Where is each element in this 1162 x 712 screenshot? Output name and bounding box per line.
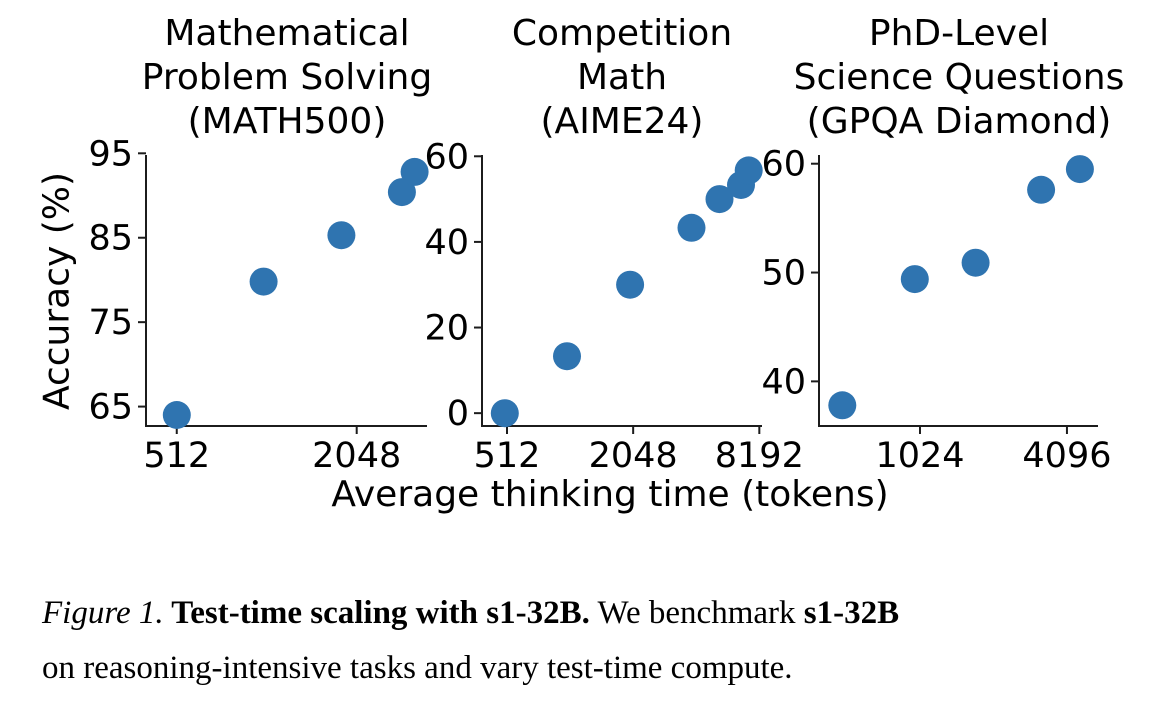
data-point — [734, 156, 763, 185]
data-point — [677, 213, 706, 242]
x-tick-label: 2048 — [589, 436, 678, 476]
data-point — [249, 267, 278, 296]
y-tick-label: 0 — [447, 394, 469, 434]
data-point — [1065, 155, 1094, 184]
scaling-charts-figure: Accuracy (%) Mathematical Problem Solvin… — [37, 13, 1125, 515]
data-point — [705, 185, 734, 214]
data-point — [162, 401, 191, 429]
scatter-plots-canvas: 65 75 85 95 512 2048 0 20 40 60 512 2048 8192 40 50 60 1… — [88, 134, 1111, 476]
y-tick-label: 60 — [424, 137, 469, 177]
data-point — [616, 270, 645, 299]
data-point — [961, 248, 990, 277]
caption-segment: Figure 1. — [42, 595, 164, 631]
y-tick-label: 95 — [88, 134, 133, 174]
data-point — [400, 157, 429, 186]
y-tick-label: 20 — [424, 309, 469, 349]
chart-title-math500: Mathematical Problem Solving (MATH500) — [141, 13, 433, 142]
data-point — [387, 178, 416, 207]
y-tick-label: 40 — [761, 362, 806, 402]
chart-title-gpqa: PhD-Level Science Questions (GPQA Diamon… — [793, 13, 1125, 142]
chart-title-aime24: Competition Math (AIME24) — [511, 13, 733, 142]
x-tick-label: 512 — [143, 436, 210, 476]
x-tick-label: 2048 — [312, 436, 401, 476]
caption-segment: Test-time scaling with s1-32B. — [163, 595, 590, 631]
data-point — [327, 221, 356, 250]
data-point — [828, 391, 857, 420]
data-point — [490, 399, 519, 428]
x-tick-label: 1024 — [875, 436, 964, 476]
figure-caption: Figure 1. Test-time scaling with s1-32B.… — [42, 586, 1152, 696]
caption-segment: on reasoning-intensive tasks and vary te… — [42, 650, 793, 686]
x-axis-label: Average thinking time (tokens) — [331, 474, 889, 515]
y-tick-label: 75 — [88, 303, 133, 343]
caption-segment: We benchmark — [589, 595, 804, 631]
data-point — [900, 265, 929, 294]
caption-segment: s1-32B — [803, 595, 900, 631]
y-tick-label: 40 — [424, 223, 469, 263]
x-tick-label: 4096 — [1022, 436, 1111, 476]
y-tick-label: 65 — [88, 388, 133, 428]
y-tick-label: 85 — [88, 219, 133, 259]
y-tick-label: 50 — [761, 254, 806, 294]
data-point — [1027, 175, 1056, 204]
x-tick-label: 512 — [474, 436, 541, 476]
y-tick-label: 60 — [761, 145, 806, 185]
data-point — [553, 342, 581, 371]
x-tick-label: 8192 — [715, 436, 804, 476]
